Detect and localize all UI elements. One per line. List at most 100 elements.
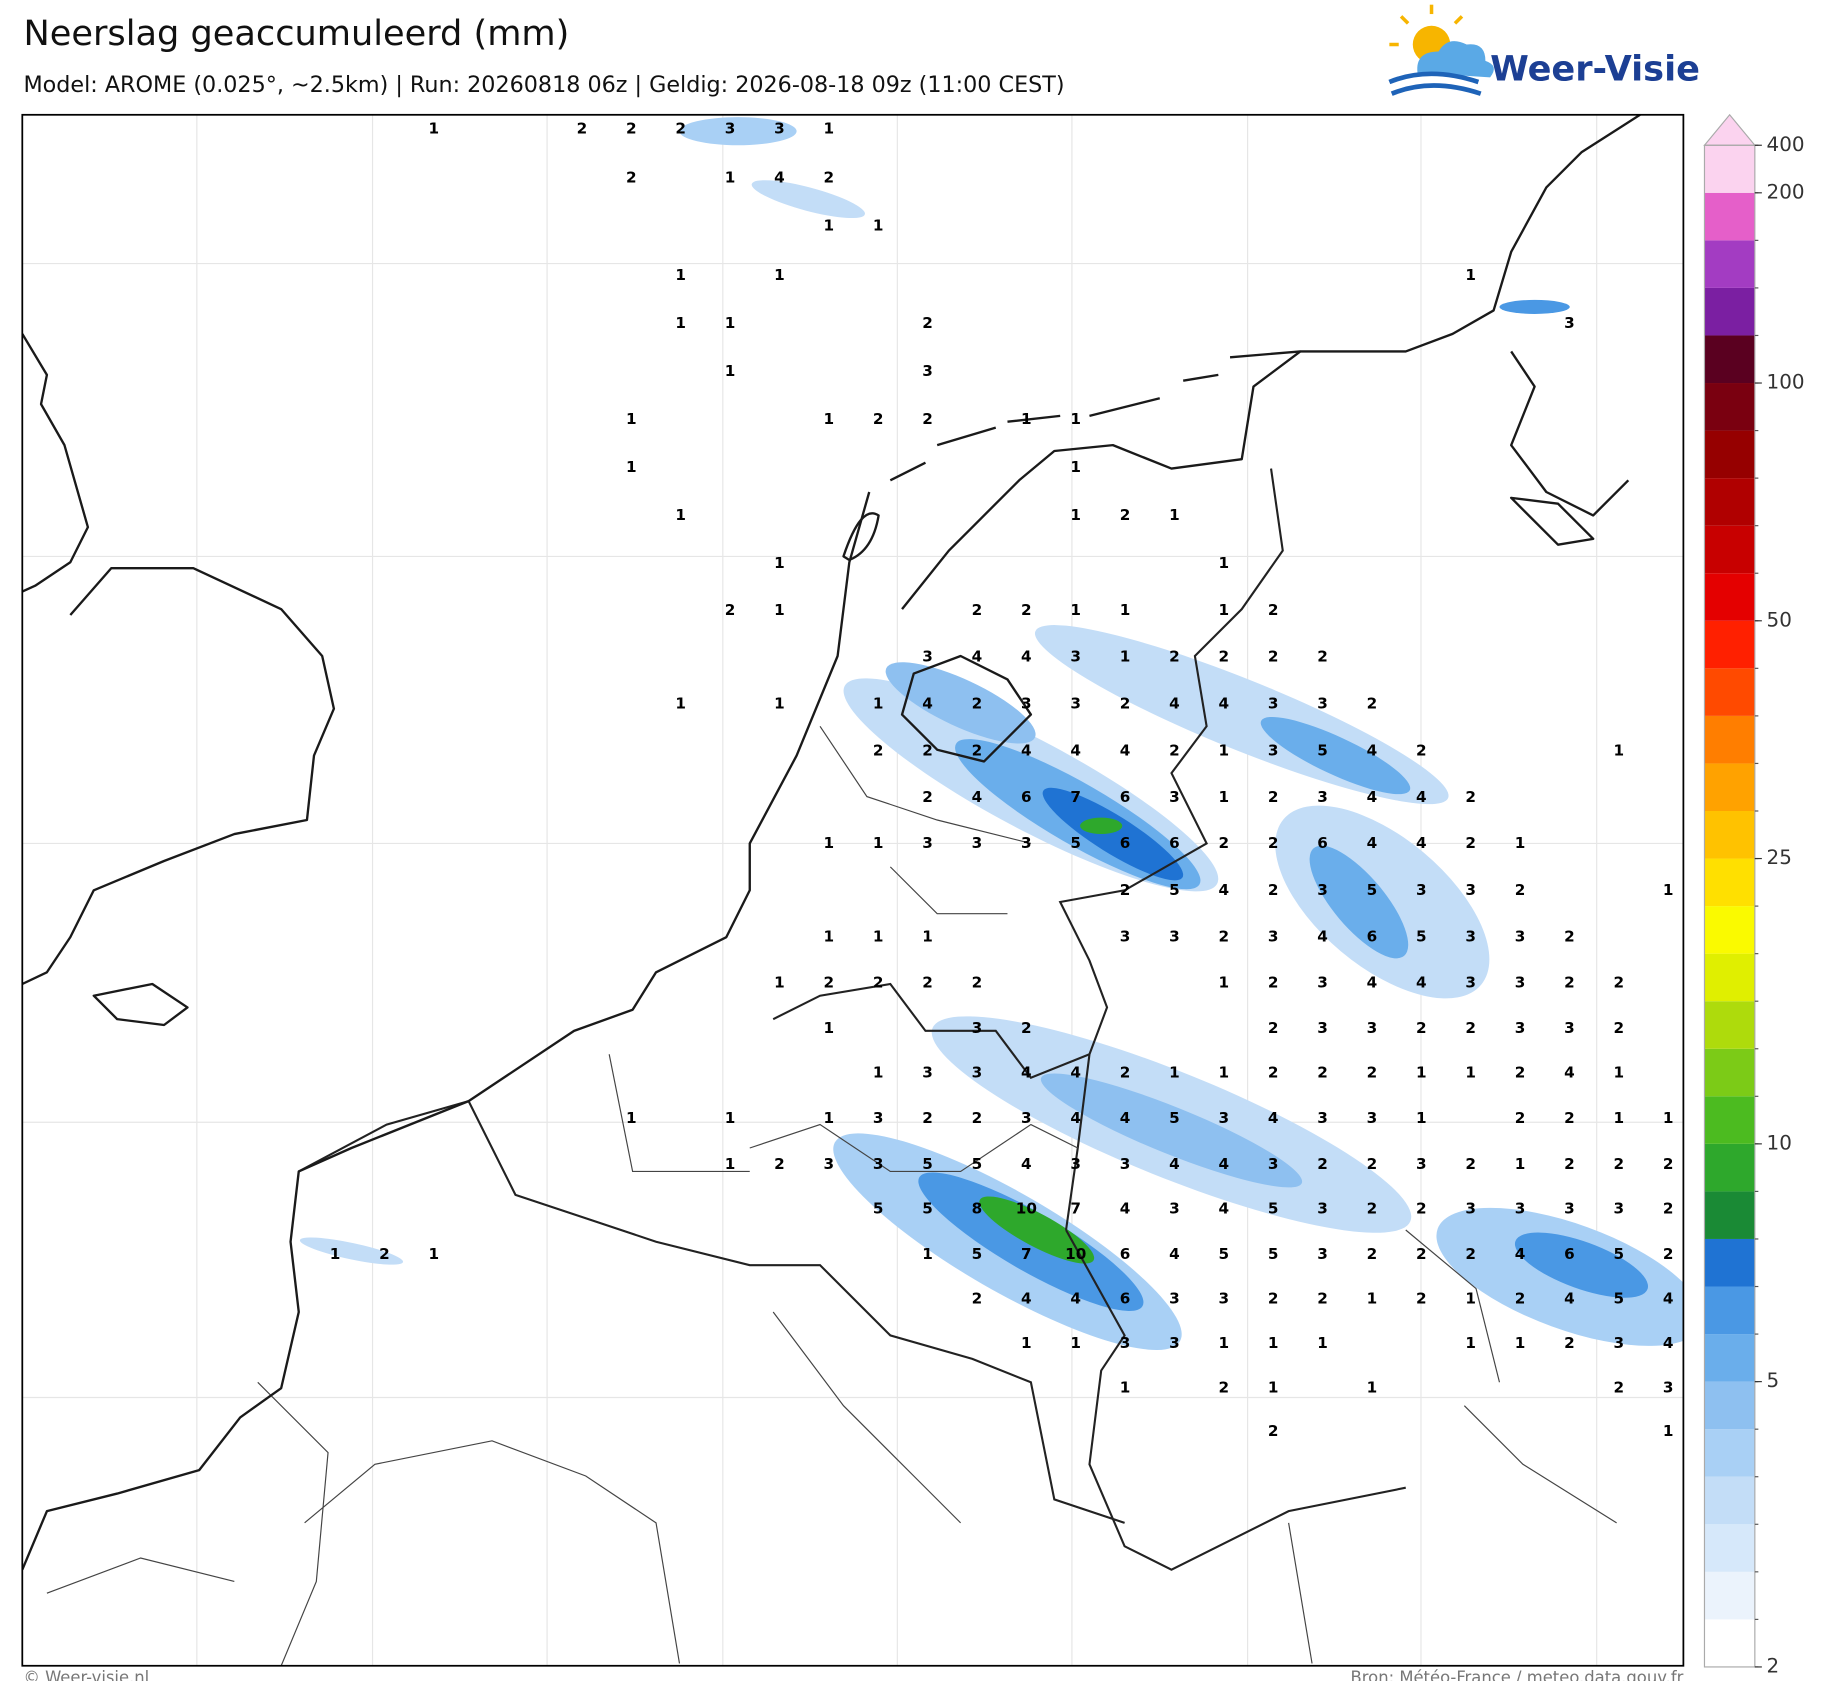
grid-value: 5 [1268, 1199, 1279, 1217]
grid-value: 2 [1663, 1155, 1674, 1173]
grid-value: 1 [1416, 1064, 1427, 1082]
grid-value: 1 [626, 1109, 637, 1127]
grid-value: 1 [922, 1245, 933, 1263]
grid-value: 2 [972, 973, 983, 991]
grid-value: 4 [1367, 741, 1378, 759]
grid-value: 2 [922, 314, 933, 332]
colorbar-segment [1704, 953, 1755, 1002]
grid-value: 7 [1021, 1245, 1032, 1263]
grid-value: 1 [873, 928, 884, 946]
grid-value: 5 [1614, 1290, 1625, 1308]
grid-value: 2 [1515, 1109, 1526, 1127]
colorbar-segment [1704, 1476, 1755, 1525]
grid-value: 2 [1614, 1379, 1625, 1397]
colorbar-segment [1704, 145, 1755, 193]
grid-value: 2 [1564, 973, 1575, 991]
title: Neerslag geaccumuleerd (mm) [23, 13, 569, 54]
grid-value: 3 [922, 648, 933, 666]
grid-labels: 1 2 2 2 3 3 1 2 1 4 2 1 1 1 1 1 1 1 2 3 1 3 1 1 2 2 1 1 1 1 1 1 2 1 1 1 2 1 2 2… [330, 119, 1674, 1440]
grid-value: 2 [1317, 648, 1328, 666]
grid-value: 4 [774, 169, 785, 187]
grid-value: 1 [675, 506, 686, 524]
grid-value: 2 [873, 410, 884, 428]
grid-value: 3 [1465, 881, 1476, 899]
grid-value: 2 [1317, 1155, 1328, 1173]
grid-value: 2 [1268, 648, 1279, 666]
grid-value: 4 [1219, 1155, 1230, 1173]
grid-value: 2 [1120, 1064, 1131, 1082]
grid-value: 1 [1021, 410, 1032, 428]
grid-value: 1 [1070, 506, 1081, 524]
grid-value: 4 [922, 695, 933, 713]
grid-value: 2 [1465, 1019, 1476, 1037]
colorbar-tick-label: 2 [1767, 1654, 1780, 1677]
credit: © Weer-visie.nl [23, 1668, 149, 1681]
grid-value: 4 [1021, 648, 1032, 666]
grid-value: 1 [1070, 410, 1081, 428]
grid-value: 2 [972, 1109, 983, 1127]
grid-value: 3 [1169, 788, 1180, 806]
grid-value: 2 [922, 1109, 933, 1127]
grid-value: 3 [1515, 973, 1526, 991]
grid-value: 4 [1120, 1199, 1131, 1217]
grid-value: 3 [1021, 834, 1032, 852]
grid-value: 2 [1317, 1064, 1328, 1082]
grid-value: 4 [1120, 741, 1131, 759]
colorbar-segment [1704, 287, 1755, 336]
grid-value: 2 [1465, 788, 1476, 806]
grid-value: 1 [1219, 788, 1230, 806]
colorbar-segment [1704, 1001, 1755, 1049]
grid-value: 3 [1317, 881, 1328, 899]
grid-value: 2 [1416, 1199, 1427, 1217]
grid-value: 2 [1219, 648, 1230, 666]
grid-value: 2 [1219, 928, 1230, 946]
grid-value: 4 [1070, 1109, 1081, 1127]
colorbar-segment [1704, 240, 1755, 288]
grid-value: 2 [972, 1290, 983, 1308]
grid-value: 1 [824, 410, 835, 428]
grid-value: 5 [972, 1245, 983, 1263]
grid-value: 1 [873, 1064, 884, 1082]
grid-value: 4 [1021, 1155, 1032, 1173]
logo-cloud [1417, 41, 1494, 78]
grid-value: 1 [725, 1109, 736, 1127]
grid-value: 4 [1219, 1199, 1230, 1217]
grid-value: 1 [1465, 1334, 1476, 1352]
grid-value: 1 [1515, 834, 1526, 852]
grid-value: 2 [1367, 1199, 1378, 1217]
grid-value: 2 [1515, 1064, 1526, 1082]
grid-value: 3 [1120, 1334, 1131, 1352]
grid-value: 2 [1416, 1290, 1427, 1308]
grid-value: 2 [1663, 1245, 1674, 1263]
grid-value: 4 [1021, 741, 1032, 759]
grid-value: 4 [1416, 834, 1427, 852]
grid-value: 4 [1515, 1245, 1526, 1263]
grid-value: 1 [1070, 1334, 1081, 1352]
colorbar-tick-label: 50 [1767, 608, 1792, 631]
colorbar-segment [1704, 715, 1755, 764]
grid-value: 3 [1120, 928, 1131, 946]
grid-value: 1 [429, 1245, 440, 1263]
grid-value: 1 [1070, 458, 1081, 476]
grid-value: 2 [626, 169, 637, 187]
grid-value: 4 [1070, 741, 1081, 759]
grid-value: 4 [1367, 973, 1378, 991]
grid-value: 1 [1021, 1334, 1032, 1352]
grid-value: 1 [725, 1155, 736, 1173]
grid-value: 1 [1169, 1064, 1180, 1082]
grid-value: 3 [972, 1019, 983, 1037]
grid-value: 2 [922, 973, 933, 991]
grid-value: 1 [429, 119, 440, 137]
grid-value: 1 [725, 169, 736, 187]
colorbar-tick-label: 5 [1767, 1369, 1780, 1392]
grid-value: 1 [1614, 741, 1625, 759]
grid-value: 4 [1219, 881, 1230, 899]
grid-value: 2 [1120, 881, 1131, 899]
grid-value: 2 [1268, 973, 1279, 991]
grid-value: 3 [1416, 881, 1427, 899]
grid-value: 4 [1169, 695, 1180, 713]
grid-value: 2 [1416, 741, 1427, 759]
grid-value: 2 [1268, 1064, 1279, 1082]
grid-value: 5 [1614, 1245, 1625, 1263]
